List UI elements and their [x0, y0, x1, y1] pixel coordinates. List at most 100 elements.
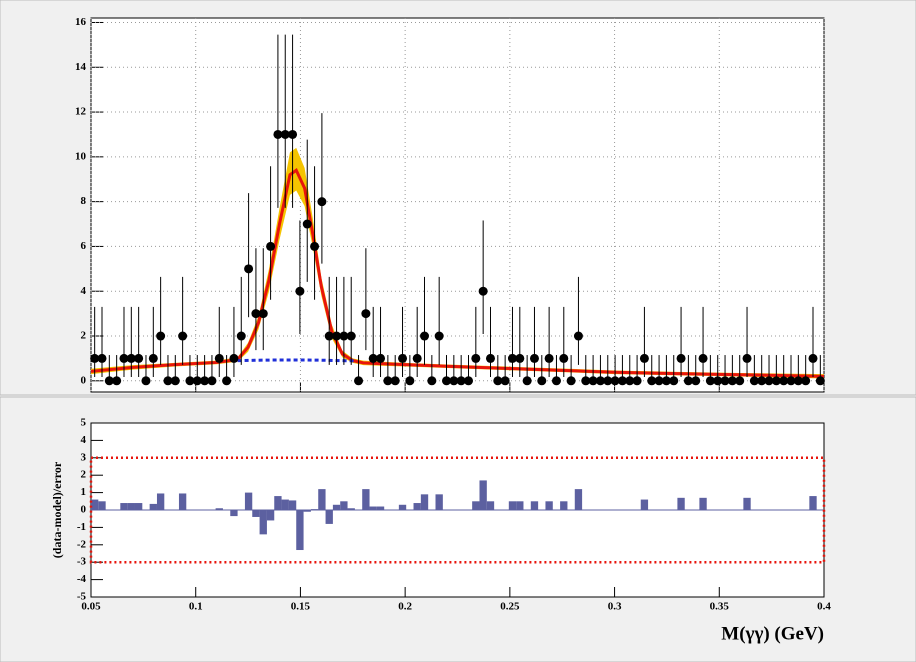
data-point — [104, 376, 114, 386]
pull-bar — [699, 497, 707, 510]
x-tick-label: 0.2 — [398, 601, 412, 613]
x-tick-label: 0.25 — [500, 601, 520, 613]
data-point — [588, 376, 598, 386]
pull-bar — [376, 506, 385, 510]
data-point — [647, 376, 657, 386]
data-point — [163, 376, 173, 386]
data-point — [324, 331, 334, 341]
data-point — [398, 353, 408, 363]
y-tick-label: 0 — [81, 374, 87, 386]
pull-bar — [743, 497, 751, 510]
data-point — [537, 376, 547, 386]
data-point — [661, 376, 671, 386]
data-point — [507, 353, 517, 363]
data-point — [295, 286, 305, 296]
pull-bar — [310, 509, 319, 510]
data-point — [654, 376, 664, 386]
plot-frame — [90, 17, 825, 393]
data-point — [302, 219, 312, 229]
pull-bar — [809, 496, 817, 510]
pull-bar — [640, 499, 649, 510]
pull-band — [89, 456, 826, 564]
y-tick-label: 10 — [75, 150, 87, 162]
data-point — [735, 376, 745, 386]
data-point — [698, 353, 708, 363]
data-point — [420, 331, 430, 341]
data-point — [493, 376, 503, 386]
x-tick-label: 0.1 — [189, 601, 203, 613]
data-point — [771, 376, 781, 386]
data-point — [551, 376, 561, 386]
pull-bar — [274, 496, 282, 510]
pull-bar — [259, 510, 267, 535]
data-point — [200, 376, 210, 386]
pull-bar — [362, 489, 370, 510]
data-point — [207, 376, 217, 386]
data-point — [757, 376, 767, 386]
pull-bar — [303, 510, 311, 512]
y-tick-label: 14 — [75, 61, 87, 73]
x-tick-label: 0.3 — [608, 601, 622, 613]
pull-bar — [545, 501, 553, 510]
data-point — [244, 264, 254, 274]
pull-bar — [98, 501, 106, 510]
data-point — [236, 331, 246, 341]
pull-bar — [230, 510, 238, 517]
y-tick-label: 4 — [81, 285, 87, 297]
pull-bar — [398, 504, 407, 510]
y-tick-label: 0 — [81, 504, 87, 516]
data-point — [97, 353, 107, 363]
pull-bar — [435, 494, 443, 510]
pull-bar — [120, 503, 128, 510]
data-point — [485, 353, 495, 363]
pull-bar — [677, 497, 685, 510]
data-point — [383, 376, 393, 386]
data-point — [354, 376, 364, 386]
model-curve — [90, 168, 825, 378]
y-axis-label: (data-model)/error — [50, 461, 64, 558]
data-point — [405, 376, 415, 386]
data-point — [500, 376, 510, 386]
data-point — [573, 331, 583, 341]
pull-bar — [288, 500, 297, 510]
data-point — [617, 376, 627, 386]
data-point — [559, 353, 569, 363]
pull-bar — [156, 493, 165, 510]
pull-bar — [318, 489, 326, 510]
data-point — [720, 376, 730, 386]
x-tick-label: 0.4 — [817, 601, 831, 613]
pull-bar — [127, 503, 135, 510]
x-axis-label: M(γγ) (GeV) — [721, 623, 824, 644]
data-point — [793, 376, 803, 386]
data-point — [310, 241, 320, 251]
data-point — [339, 331, 349, 341]
data-point — [632, 376, 642, 386]
pull-bar — [479, 480, 487, 510]
background-curve — [237, 358, 355, 363]
pull-bar — [340, 501, 348, 510]
y-tick-label: 16 — [75, 16, 87, 28]
data-point — [229, 353, 239, 363]
data-point — [815, 376, 825, 386]
pull-bar — [574, 489, 583, 510]
pull-bar — [296, 510, 304, 551]
data-point — [90, 353, 100, 363]
data-point — [170, 376, 180, 386]
pull-bar — [215, 508, 223, 510]
data-point — [603, 376, 613, 386]
data-point — [595, 376, 605, 386]
data-point — [317, 197, 327, 207]
data-point — [669, 376, 679, 386]
data-point — [434, 331, 444, 341]
data-point — [185, 376, 195, 386]
data-point — [280, 129, 290, 139]
data-point — [346, 331, 356, 341]
data-point — [515, 353, 525, 363]
data-point — [390, 376, 400, 386]
data-point — [288, 129, 298, 139]
pull-bar — [530, 501, 539, 510]
data-point — [610, 376, 620, 386]
pull-bar — [508, 501, 517, 510]
pull-bar — [347, 508, 355, 510]
